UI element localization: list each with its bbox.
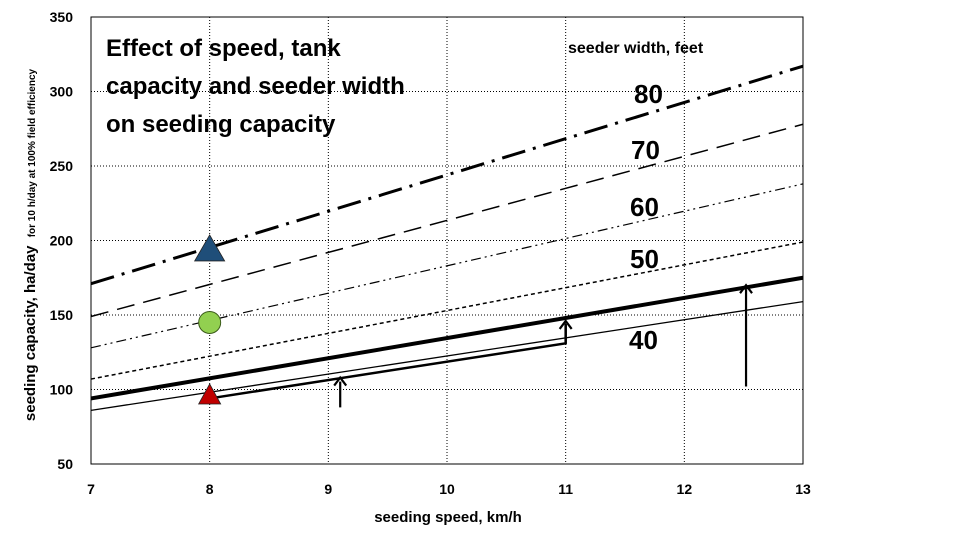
series-label-60: 60 [630, 192, 659, 222]
x-tick-label: 11 [558, 481, 573, 497]
x-tick-label: 7 [87, 481, 95, 497]
marker-triangle-2 [197, 383, 222, 405]
y-tick-label: 200 [50, 233, 74, 249]
arrow-head-2 [739, 283, 753, 294]
y-tick-label: 100 [50, 382, 74, 398]
x-tick-label: 8 [206, 481, 214, 497]
series-line-80 [90, 64, 804, 286]
series-line-70 [90, 123, 804, 318]
marker-layer [193, 234, 226, 405]
series-line-50 [90, 241, 804, 380]
y-tick-label: 300 [50, 84, 74, 100]
path-layer [209, 283, 753, 408]
chart-title-line-1: Effect of speed, tank [106, 35, 341, 62]
marker-circle-1 [198, 310, 222, 334]
x-tick-label: 9 [324, 481, 332, 497]
y-axis-label-main: seeding capacity, ha/day [22, 245, 39, 421]
tick-layer: 7 8 9 10 11 12 13 50 100 150 200 250 300 350 [50, 9, 811, 497]
y-axis-label-sub: for 10 h/day at 100% field efficiency [27, 68, 38, 237]
series-line-path-4 [90, 275, 804, 401]
y-tick-label: 150 [50, 307, 74, 323]
x-axis-label: seeding speed, km/h [374, 509, 522, 526]
seeding-path-line [209, 323, 567, 400]
y-tick-label: 50 [57, 456, 73, 472]
series-line-60 [90, 183, 804, 349]
series-layer: 80 70 60 50 40 [90, 64, 804, 412]
series-label-70: 70 [631, 135, 660, 165]
plot-area-frame [90, 16, 804, 465]
arrow-head-1 [558, 319, 573, 330]
y-tick-label: 250 [50, 158, 74, 174]
legend-title: seeder width, feet [568, 40, 704, 57]
series-label-80: 80 [634, 79, 663, 109]
series-label-50: 50 [630, 244, 659, 274]
chart-title-line-3: on seeding capacity [106, 111, 336, 138]
series-label-40: 40 [629, 325, 658, 355]
x-tick-label: 12 [677, 481, 693, 497]
y-tick-label: 350 [50, 9, 74, 25]
marker-triangle-0 [193, 234, 226, 262]
x-tick-label: 13 [795, 481, 811, 497]
x-tick-label: 10 [439, 481, 455, 497]
y-axis-label: seeding capacity, ha/day for 10 h/day at… [22, 68, 39, 421]
chart-title-line-2: capacity and seeder width [106, 73, 405, 100]
arrow-head-0 [333, 375, 348, 387]
